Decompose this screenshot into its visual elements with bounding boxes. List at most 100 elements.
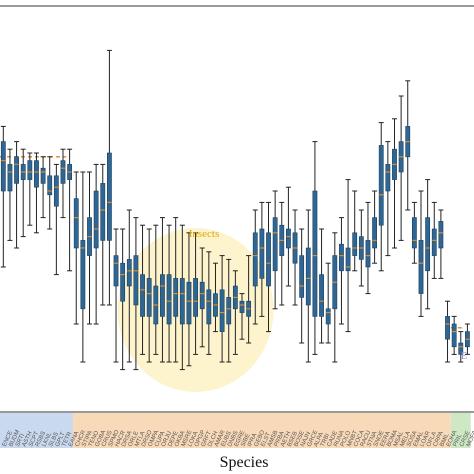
box-body — [80, 240, 86, 310]
box-body — [106, 152, 112, 241]
box-body — [199, 281, 205, 310]
box-BOSE — [292, 209, 298, 306]
box-body — [425, 217, 431, 272]
x-tick-label: SRTI — [15, 433, 26, 448]
box-EUBS — [219, 255, 225, 363]
x-tick-label: MOFA — [466, 430, 474, 448]
box-SRTI — [14, 141, 20, 249]
box-body — [431, 228, 437, 256]
box-body — [352, 232, 358, 256]
box-body — [40, 167, 46, 184]
box-ORJU — [159, 217, 165, 363]
box-MELA — [398, 95, 404, 241]
box-SPMO — [106, 49, 112, 306]
box-body — [60, 160, 66, 184]
box-GPLT — [53, 163, 59, 276]
box-ELST — [259, 201, 265, 317]
box-NAJN — [299, 228, 305, 344]
box-TENO — [87, 171, 93, 325]
box-body — [146, 278, 152, 317]
box-STIPA — [80, 171, 86, 363]
box-body — [226, 297, 232, 325]
box-RUNA — [332, 232, 338, 363]
box-EANA — [67, 148, 73, 272]
box-BSEB — [285, 186, 291, 287]
x-tick-label: PRIL — [453, 433, 464, 448]
box-body — [299, 255, 305, 298]
box-CRSE — [458, 331, 464, 363]
x-axis-label: Species — [220, 454, 269, 471]
x-tick-labels: ENCEBUDMSRTIASTHSCPTRSBSLKNLSLBSGPLTTETR… — [2, 429, 474, 448]
box-OPGP — [193, 232, 199, 355]
box-DRSO — [140, 224, 146, 355]
region-band-1 — [0, 413, 73, 448]
box-LOKA — [186, 232, 192, 367]
box-body — [113, 255, 119, 287]
box-CRPA — [431, 201, 437, 279]
insects-annotation: Insects — [189, 228, 220, 240]
box-AMAR — [212, 262, 218, 333]
box-IPRA — [246, 255, 252, 344]
box-body — [418, 240, 424, 294]
box-TRBI — [319, 228, 325, 344]
box-COCA — [352, 190, 358, 272]
box-body — [252, 232, 258, 287]
box-POLO — [338, 217, 344, 325]
box-body — [266, 232, 271, 287]
box-body — [93, 190, 99, 249]
box-body — [73, 198, 79, 249]
box-body — [186, 281, 192, 325]
box-MOFA — [464, 323, 470, 355]
box-body — [120, 262, 126, 302]
box-CUPA — [153, 224, 159, 355]
box-body — [193, 278, 198, 317]
box-body — [53, 175, 59, 207]
x-tick-label: ALPA — [313, 432, 325, 448]
box-MTLA — [133, 217, 139, 371]
box-body — [272, 217, 278, 272]
box-body — [140, 274, 145, 317]
box-body — [166, 274, 172, 325]
box-CADE — [325, 262, 331, 344]
box-body — [312, 190, 318, 317]
box-body — [319, 274, 324, 317]
box-body — [259, 228, 265, 279]
box-CHCR — [73, 171, 79, 325]
box-body — [14, 156, 19, 184]
box-body — [173, 278, 179, 317]
region-band-2 — [72, 413, 451, 448]
box-SNOE — [372, 190, 378, 264]
box-body — [100, 183, 106, 241]
box-AMSB — [266, 201, 272, 333]
box-SCPT — [27, 152, 33, 226]
box-PRIL — [451, 315, 457, 355]
box-SLBS — [47, 156, 53, 230]
box-EMAL — [411, 201, 417, 264]
box-TETR — [60, 148, 66, 219]
x-tick-label: SIBE — [240, 433, 251, 448]
box-GRCE — [305, 209, 311, 363]
box-body — [411, 217, 417, 249]
box-MSAL — [391, 118, 397, 249]
box-ORLE — [126, 209, 132, 363]
box-OMPA — [146, 228, 152, 363]
box-MSRE — [179, 224, 185, 371]
box-GOBA — [93, 163, 99, 325]
box-body — [133, 255, 139, 306]
box-DLCH — [206, 251, 212, 355]
box-BOMA — [385, 141, 391, 257]
box-SIBE — [239, 293, 245, 340]
box-OFLA — [425, 179, 431, 310]
region-band-3 — [450, 413, 471, 448]
box-LKNL — [40, 156, 46, 219]
box-body — [7, 164, 13, 192]
box-RACU — [358, 209, 364, 287]
box-MNBT — [345, 179, 351, 333]
box-body — [378, 145, 384, 226]
box-GRFT — [199, 247, 205, 348]
box-body — [286, 228, 291, 249]
box-AETH — [279, 201, 285, 306]
box-ENCE — [0, 125, 6, 268]
box-body — [365, 240, 371, 268]
